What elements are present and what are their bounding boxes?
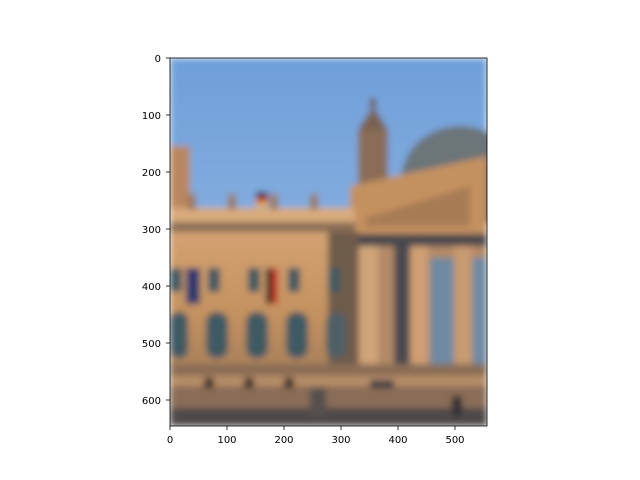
- y-tick-label: 100: [142, 111, 161, 122]
- y-axis: 0 100 200 300 400 500 600: [142, 54, 170, 407]
- y-tick-label: 500: [142, 339, 161, 350]
- y-tick-label: 200: [142, 168, 161, 179]
- y-tick-label: 400: [142, 282, 161, 293]
- x-axis: 0 100 200 300 400 500: [167, 426, 465, 446]
- x-tick-label: 100: [217, 435, 236, 446]
- axes-frame: [169, 57, 488, 427]
- photo-image: [170, 58, 487, 426]
- x-tick-label: 0: [167, 435, 173, 446]
- x-tick-label: 300: [331, 435, 350, 446]
- x-tick-label: 500: [445, 435, 464, 446]
- x-tick-label: 200: [274, 435, 293, 446]
- y-tick-label: 0: [155, 54, 161, 65]
- x-tick-label: 400: [388, 435, 407, 446]
- y-tick-label: 300: [142, 225, 161, 236]
- y-tick-label: 600: [142, 396, 161, 407]
